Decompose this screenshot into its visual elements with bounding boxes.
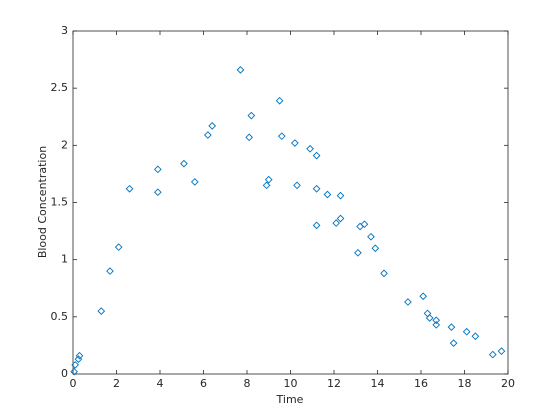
- data-point: [380, 269, 388, 278]
- data-point: [71, 361, 80, 369]
- data-point: [354, 248, 362, 257]
- data-point: [153, 188, 162, 197]
- data-point: [423, 309, 432, 318]
- data-point: [204, 131, 212, 139]
- x-tick-label: 12: [327, 377, 341, 390]
- x-tick-label: 8: [244, 377, 251, 390]
- x-tick-label: 4: [157, 377, 164, 390]
- data-point: [114, 243, 123, 251]
- data-point: [323, 190, 332, 199]
- data-point: [371, 244, 380, 253]
- x-tick-label: 10: [284, 377, 298, 390]
- x-tick-label: 6: [200, 377, 207, 390]
- x-tick-label: 2: [113, 377, 120, 390]
- data-point: [332, 219, 341, 227]
- data-point: [180, 159, 188, 168]
- y-tick-label: 1: [61, 253, 68, 266]
- y-tick-label: 0.5: [51, 310, 69, 323]
- data-point: [106, 267, 114, 275]
- data-point: [153, 165, 162, 174]
- data-point: [367, 232, 375, 241]
- data-point: [75, 351, 84, 360]
- data-point: [312, 221, 321, 230]
- x-axis-label: Time: [276, 393, 304, 406]
- y-tick-label: 3: [61, 24, 68, 37]
- data-point: [336, 214, 345, 223]
- data-point: [247, 111, 256, 120]
- data-point: [449, 339, 458, 347]
- y-axis-label: Blood Concentration: [36, 146, 49, 258]
- data-point: [190, 178, 199, 186]
- x-tick-label: 20: [501, 377, 515, 390]
- x-tick-label: 14: [371, 377, 385, 390]
- y-tick-label: 2.5: [51, 81, 69, 94]
- data-point: [471, 332, 480, 341]
- data-point: [208, 122, 217, 130]
- data-point: [419, 292, 428, 301]
- data-point: [488, 350, 497, 359]
- data-point: [306, 144, 314, 153]
- y-tick-label: 2: [61, 138, 68, 151]
- data-point: [312, 184, 321, 193]
- x-tick-label: 18: [458, 377, 472, 390]
- x-tick-label: 0: [70, 377, 77, 390]
- data-point: [245, 133, 254, 142]
- data-point: [236, 66, 245, 74]
- data-point: [275, 96, 284, 105]
- data-point: [70, 367, 78, 376]
- data-point: [293, 181, 301, 190]
- data-point: [432, 321, 441, 329]
- data-point: [125, 184, 134, 193]
- plot-frame: [72, 30, 509, 375]
- y-tick-label: 1.5: [51, 196, 69, 209]
- data-point: [497, 347, 506, 355]
- data-point: [447, 323, 456, 331]
- data-point: [462, 327, 471, 336]
- data-point: [404, 298, 412, 306]
- data-point: [425, 314, 434, 322]
- data-point: [97, 307, 106, 315]
- data-point: [432, 316, 441, 325]
- data-point: [74, 355, 83, 363]
- data-point: [264, 175, 273, 184]
- data-point: [291, 139, 299, 147]
- data-point: [360, 220, 369, 229]
- data-point: [312, 151, 321, 160]
- y-tick-label: 0: [61, 367, 68, 380]
- x-tick-label: 16: [414, 377, 428, 390]
- data-point: [356, 222, 364, 231]
- data-point: [262, 181, 271, 190]
- data-point: [336, 191, 345, 200]
- data-point: [277, 132, 286, 141]
